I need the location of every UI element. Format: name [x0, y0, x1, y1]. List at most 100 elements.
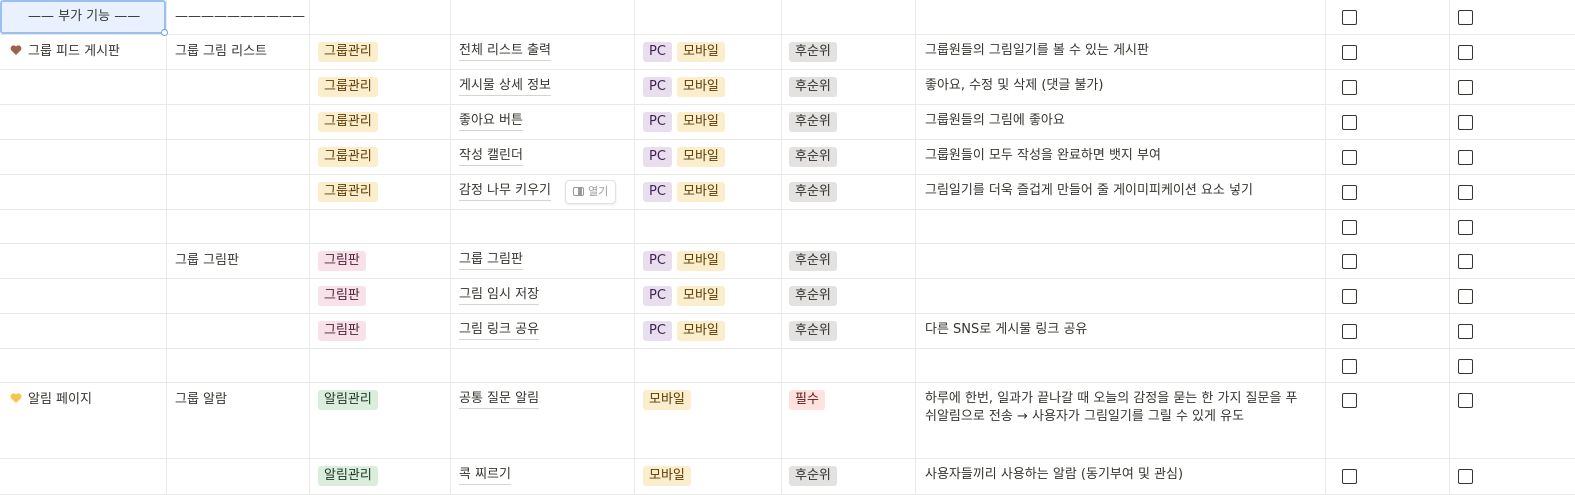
- feature-link[interactable]: 공통 질문 알림: [459, 390, 540, 409]
- cell-category[interactable]: 그림판: [310, 279, 451, 313]
- checkbox[interactable]: [1458, 10, 1473, 25]
- cell-platform[interactable]: PC 모바일: [635, 175, 782, 209]
- cell-feature[interactable]: 공통 질문 알림: [451, 383, 635, 458]
- cell-check-1[interactable]: [1326, 314, 1450, 348]
- cell-feature[interactable]: 전체 리스트 출력: [451, 35, 635, 69]
- cell-platform[interactable]: [635, 349, 782, 382]
- cell-description[interactable]: 그룹원들의 그림일기를 볼 수 있는 게시판: [916, 35, 1326, 69]
- checkbox[interactable]: [1342, 45, 1357, 60]
- cell-section[interactable]: [167, 70, 310, 104]
- checkbox[interactable]: [1458, 80, 1473, 95]
- cell-section[interactable]: ——————————: [167, 0, 310, 34]
- cell-check-2[interactable]: [1450, 349, 1575, 382]
- cell-priority[interactable]: 후순위: [782, 140, 916, 174]
- checkbox[interactable]: [1342, 254, 1357, 269]
- cell-feature[interactable]: 그룹 그림판: [451, 244, 635, 278]
- cell-platform[interactable]: PC 모바일: [635, 140, 782, 174]
- cell-page[interactable]: [0, 349, 167, 382]
- cell-description[interactable]: 좋아요, 수정 및 삭제 (댓글 불가): [916, 70, 1326, 104]
- cell-category[interactable]: 그림판: [310, 244, 451, 278]
- checkbox[interactable]: [1458, 185, 1473, 200]
- checkbox[interactable]: [1342, 80, 1357, 95]
- checkbox[interactable]: [1458, 324, 1473, 339]
- cell-description[interactable]: 그룹원들이 모두 작성을 완료하면 뱃지 부여: [916, 140, 1326, 174]
- fill-handle[interactable]: [161, 29, 168, 36]
- cell-check-2[interactable]: [1450, 279, 1575, 313]
- cell-feature[interactable]: [451, 349, 635, 382]
- cell-feature[interactable]: 콕 찌르기: [451, 459, 635, 494]
- cell-feature[interactable]: 게시물 상세 정보: [451, 70, 635, 104]
- cell-check-2[interactable]: [1450, 175, 1575, 209]
- cell-feature[interactable]: 좋아요 버튼: [451, 105, 635, 139]
- cell-page[interactable]: [0, 105, 167, 139]
- cell-platform[interactable]: PC 모바일: [635, 35, 782, 69]
- cell-category[interactable]: 그룹관리: [310, 175, 451, 209]
- cell-priority[interactable]: [782, 210, 916, 243]
- cell-check-1[interactable]: [1326, 105, 1450, 139]
- cell-check-2[interactable]: [1450, 35, 1575, 69]
- cell-feature[interactable]: 작성 캘린더: [451, 140, 635, 174]
- cell-priority[interactable]: 후순위: [782, 175, 916, 209]
- checkbox[interactable]: [1342, 393, 1357, 408]
- cell-page[interactable]: 그룹 피드 게시판: [0, 35, 167, 69]
- checkbox[interactable]: [1342, 324, 1357, 339]
- checkbox[interactable]: [1458, 254, 1473, 269]
- cell-section[interactable]: 그룹 알람: [167, 383, 310, 458]
- cell-feature[interactable]: 감정 나무 키우기: [451, 175, 635, 209]
- cell-priority[interactable]: [782, 0, 916, 34]
- cell-category[interactable]: 그룹관리: [310, 105, 451, 139]
- cell-description[interactable]: [916, 0, 1326, 34]
- cell-priority[interactable]: 후순위: [782, 279, 916, 313]
- cell-platform[interactable]: 모바일: [635, 383, 782, 458]
- checkbox[interactable]: [1342, 359, 1357, 374]
- cell-section[interactable]: 그룹 그림 리스트: [167, 35, 310, 69]
- checkbox[interactable]: [1458, 359, 1473, 374]
- cell-page[interactable]: [0, 459, 167, 494]
- feature-link[interactable]: 콕 찌르기: [459, 466, 511, 485]
- checkbox[interactable]: [1342, 115, 1357, 130]
- cell-platform[interactable]: PC 모바일: [635, 105, 782, 139]
- cell-category[interactable]: 그룹관리: [310, 35, 451, 69]
- cell-page[interactable]: [0, 70, 167, 104]
- cell-check-1[interactable]: [1326, 244, 1450, 278]
- cell-priority[interactable]: 후순위: [782, 244, 916, 278]
- feature-link[interactable]: 전체 리스트 출력: [459, 42, 551, 61]
- cell-platform[interactable]: [635, 210, 782, 243]
- cell-platform[interactable]: [635, 0, 782, 34]
- cell-check-1[interactable]: [1326, 383, 1450, 458]
- cell-priority[interactable]: [782, 349, 916, 382]
- checkbox[interactable]: [1342, 150, 1357, 165]
- cell-platform[interactable]: PC 모바일: [635, 314, 782, 348]
- cell-section[interactable]: [167, 175, 310, 209]
- cell-platform[interactable]: PC 모바일: [635, 244, 782, 278]
- feature-link[interactable]: 작성 캘린더: [459, 147, 523, 166]
- checkbox[interactable]: [1458, 115, 1473, 130]
- cell-section[interactable]: 그룹 그림판: [167, 244, 310, 278]
- cell-section[interactable]: [167, 459, 310, 494]
- cell-description[interactable]: 그룹원들의 그림에 좋아요: [916, 105, 1326, 139]
- cell-description[interactable]: [916, 279, 1326, 313]
- cell-check-2[interactable]: [1450, 459, 1575, 494]
- cell-feature[interactable]: [451, 0, 635, 34]
- cell-check-2[interactable]: [1450, 244, 1575, 278]
- cell-check-1[interactable]: [1326, 279, 1450, 313]
- cell-priority[interactable]: 후순위: [782, 105, 916, 139]
- cell-check-1[interactable]: [1326, 0, 1450, 34]
- cell-priority[interactable]: 후순위: [782, 70, 916, 104]
- cell-section[interactable]: [167, 210, 310, 243]
- cell-page[interactable]: —— 부가 기능 ——: [0, 0, 168, 36]
- cell-check-2[interactable]: [1450, 0, 1575, 34]
- feature-link[interactable]: 감정 나무 키우기: [459, 182, 551, 201]
- checkbox[interactable]: [1458, 289, 1473, 304]
- cell-feature[interactable]: 그림 임시 저장: [451, 279, 635, 313]
- cell-feature[interactable]: 그림 링크 공유: [451, 314, 635, 348]
- cell-section[interactable]: [167, 314, 310, 348]
- feature-link[interactable]: 그룹 그림판: [459, 251, 523, 270]
- cell-check-1[interactable]: [1326, 459, 1450, 494]
- cell-check-1[interactable]: [1326, 210, 1450, 243]
- cell-category[interactable]: 그림판: [310, 314, 451, 348]
- cell-check-1[interactable]: [1326, 35, 1450, 69]
- cell-section[interactable]: [167, 105, 310, 139]
- cell-check-2[interactable]: [1450, 383, 1575, 458]
- cell-section[interactable]: [167, 279, 310, 313]
